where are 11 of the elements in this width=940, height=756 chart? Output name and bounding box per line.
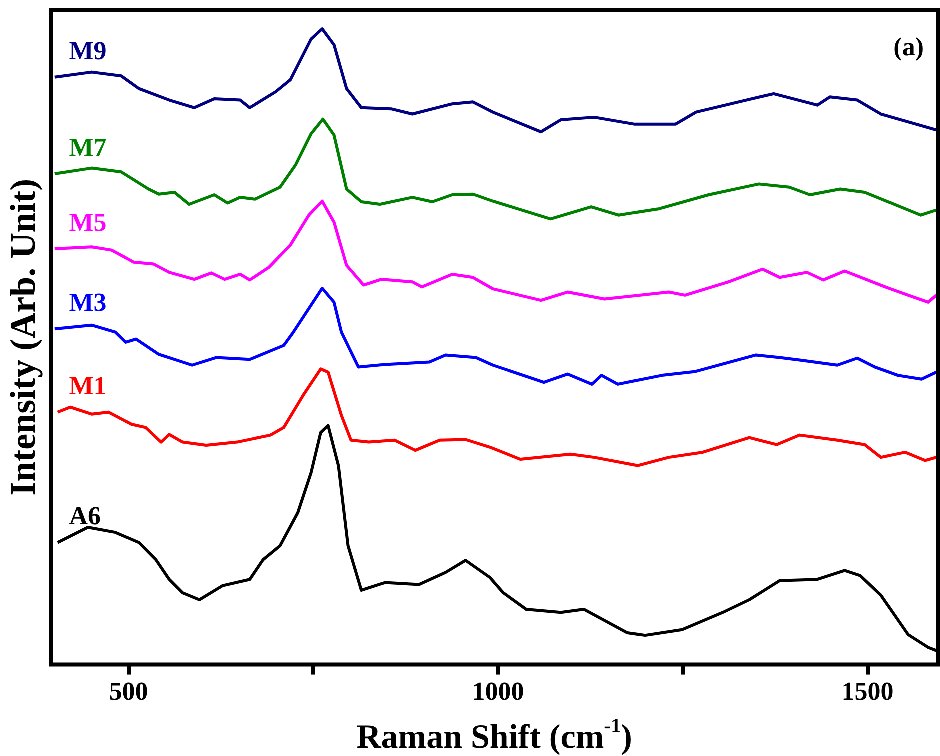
x-tick-label: 1500	[842, 677, 894, 706]
y-axis-title: Intensity (Arb. Unit)	[2, 178, 43, 496]
series-label: M1	[69, 371, 107, 400]
series-label: M3	[69, 288, 107, 318]
series-label: M7	[69, 133, 107, 162]
annotation: (a)	[894, 32, 924, 62]
series-label: M9	[69, 36, 107, 66]
series-label: M5	[69, 208, 107, 238]
series-label: A6	[69, 502, 101, 531]
x-tick-label: 500	[109, 677, 148, 706]
x-tick-label: 1000	[472, 677, 524, 706]
